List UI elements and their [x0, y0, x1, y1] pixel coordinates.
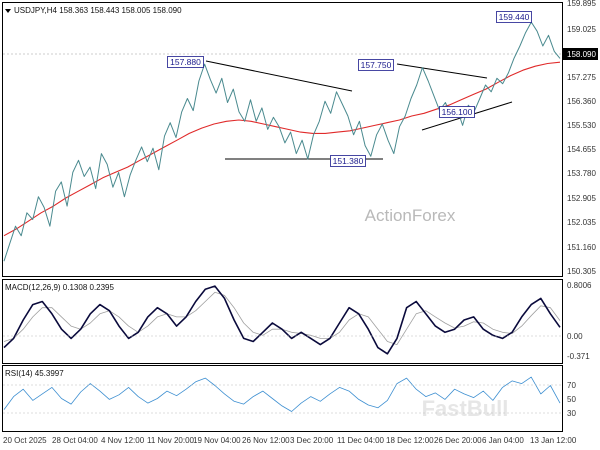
y-tick: 0.8006: [567, 281, 592, 290]
y-tick: 151.160: [567, 243, 596, 252]
label-text: 156.100: [442, 107, 473, 117]
resistance-line-nov: [205, 60, 353, 92]
macd-title: MACD(12,26,9) 0.1308 0.2395: [5, 283, 115, 292]
x-tick: 28 Oct 04:00: [52, 436, 98, 445]
x-tick: 11 Dec 04:00: [337, 436, 385, 445]
current-price-tag-text: 158.090: [567, 50, 596, 59]
rsi-y-axis: 70 50 30: [567, 381, 576, 418]
x-tick: 20 Oct 2025: [3, 436, 47, 445]
time-x-axis: 20 Oct 2025 28 Oct 04:00 4 Nov 12:00 11 …: [3, 436, 577, 445]
price-panel-frame: [2, 2, 563, 277]
x-tick: 26 Dec 20:00: [434, 436, 482, 445]
price-label-157750: 157.750: [358, 59, 394, 71]
y-tick: 159.895: [567, 0, 596, 8]
x-tick: 3 Dec 20:00: [290, 436, 334, 445]
rsi-panel-frame: [2, 365, 563, 432]
macd-series-layer: [3, 285, 561, 355]
price-label-159440: 159.440: [496, 11, 532, 23]
x-tick: 26 Nov 12:00: [242, 436, 290, 445]
price-label-157880: 157.880: [167, 56, 204, 68]
y-tick: 50: [567, 395, 576, 404]
y-tick: 30: [567, 409, 576, 418]
label-text: 157.880: [170, 57, 201, 67]
y-tick: 150.305: [567, 267, 596, 276]
rsi-title: RSI(14) 45.3997: [5, 369, 64, 378]
x-tick: 18 Dec 12:00: [386, 436, 434, 445]
price-label-156100: 156.100: [439, 106, 475, 118]
y-tick: 154.655: [567, 145, 596, 154]
x-tick: 19 Nov 04:00: [193, 436, 241, 445]
y-tick: 152.035: [567, 218, 596, 227]
rsi-line: [3, 376, 561, 412]
y-tick: 70: [567, 381, 576, 390]
y-tick: 152.905: [567, 194, 596, 203]
y-tick: 155.530: [567, 121, 596, 130]
y-tick: 0.00: [567, 332, 583, 341]
y-tick: -0.371: [567, 352, 590, 361]
price-y-axis: 159.895 159.025 158.090 157.275 156.360 …: [563, 0, 598, 276]
y-tick: 156.360: [567, 97, 596, 106]
macd-panel-frame: [2, 279, 563, 364]
label-text: 157.750: [361, 60, 392, 70]
triangle-down-icon: [5, 9, 11, 13]
x-tick: 4 Nov 12:00: [101, 436, 145, 445]
macd-line: [3, 285, 561, 355]
x-tick: 13 Jan 12:00: [530, 436, 577, 445]
current-price-tag: [563, 48, 598, 60]
y-tick: 157.275: [567, 73, 596, 82]
price-label-151380: 151.380: [330, 155, 366, 167]
macd-y-axis: 0.8006 0.00 -0.371: [567, 281, 592, 361]
y-tick: 153.780: [567, 169, 596, 178]
watermark-fastbull: FastBull: [422, 396, 509, 421]
x-tick: 11 Nov 20:00: [147, 436, 195, 445]
symbol-header: USDJPY,H4 158.363 158.443 158.005 158.09…: [5, 6, 182, 15]
label-text: 159.440: [499, 12, 530, 22]
symbol-title: USDJPY,H4 158.363 158.443 158.005 158.09…: [14, 6, 182, 15]
resistance-line-dec: [396, 63, 488, 79]
y-tick: 159.025: [567, 25, 596, 34]
watermark-actionforex: ActionForex: [365, 206, 456, 225]
x-tick: 6 Jan 04:00: [482, 436, 524, 445]
label-text: 151.380: [333, 156, 364, 166]
rsi-series-layer: [3, 376, 561, 412]
